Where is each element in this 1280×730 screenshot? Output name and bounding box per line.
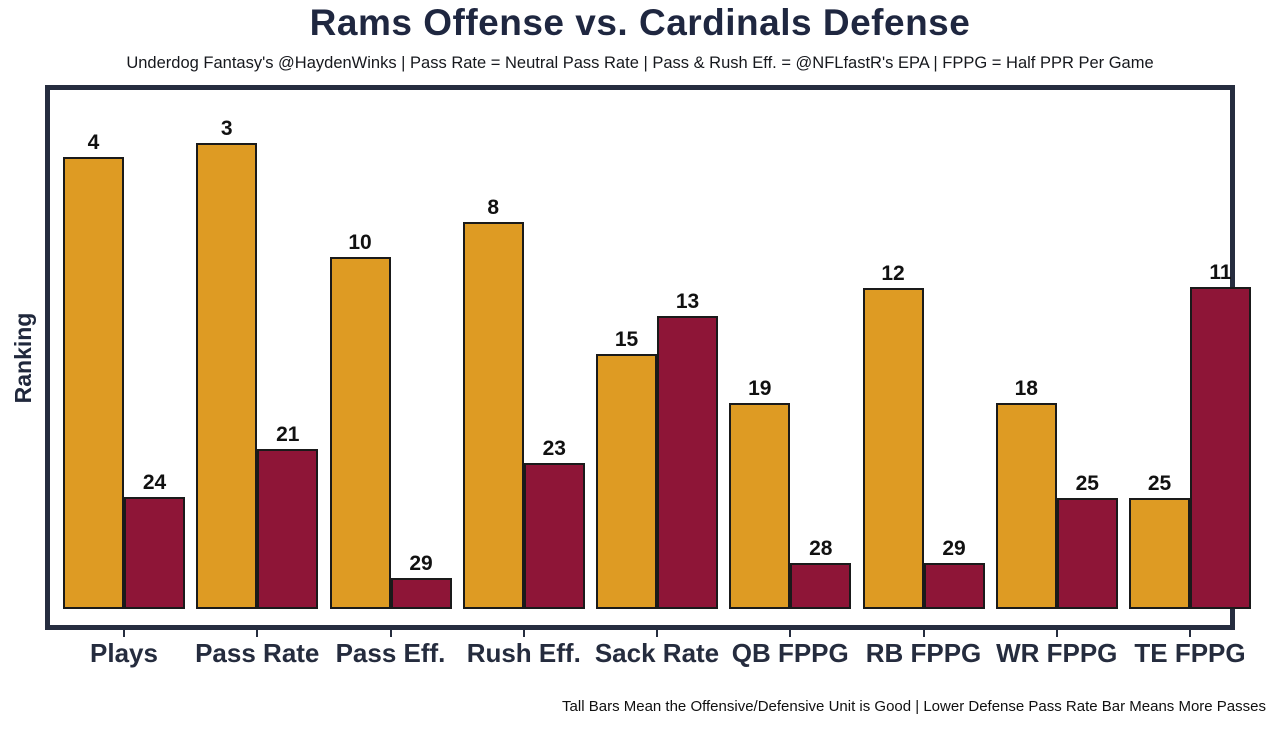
x-axis-tick: [522, 630, 525, 637]
rank-label: 28: [809, 537, 833, 560]
defense-bar: [923, 563, 985, 609]
x-axis-tick: [789, 630, 792, 637]
chart-title: Rams Offense vs. Cardinals Defense: [309, 2, 971, 43]
offense-bar: [729, 403, 791, 609]
offense-bar: [63, 157, 124, 609]
rank-label: 11: [1209, 261, 1232, 284]
category-label: WR FPPG: [996, 638, 1118, 668]
plot-area: 4 24 3 21 10 29 8 23 15 13 19 28 12 29 18 25 25 11: [50, 90, 1251, 625]
offense-bar: [1129, 498, 1190, 609]
category-label: RB FPPG: [865, 638, 982, 668]
defense-bar: [523, 463, 585, 609]
defense-bar: [390, 578, 452, 609]
category-label: QB FPPG: [731, 638, 849, 668]
footer-note: Tall Bars Mean the Offensive/Defensive U…: [562, 698, 1266, 715]
chart-subtitle: Underdog Fantasy's @HaydenWinks | Pass R…: [126, 54, 1154, 72]
category-label: Rush Eff.: [466, 638, 581, 668]
offense-bar: [196, 143, 258, 609]
rank-label: 19: [748, 377, 772, 400]
rank-label: 25: [1075, 472, 1099, 495]
defense-bar: [790, 563, 852, 609]
rank-label: 25: [1147, 472, 1172, 495]
category-label: Plays: [90, 638, 158, 668]
x-axis-tick: [256, 630, 259, 637]
defense-bar: [124, 497, 185, 609]
rank-label: 13: [675, 290, 700, 313]
rank-label: 10: [348, 231, 372, 254]
defense-bar: [657, 316, 718, 609]
x-axis-tick: [123, 630, 125, 637]
rank-label: 23: [542, 437, 566, 460]
rank-label: 29: [409, 552, 433, 575]
x-axis-tick: [1189, 630, 1191, 637]
x-axis-tick: [656, 630, 658, 637]
rank-label: 8: [487, 196, 500, 219]
rank-label: 15: [614, 328, 639, 351]
offense-bar: [995, 403, 1057, 609]
rank-label: 4: [87, 131, 100, 154]
x-axis-tick: [1055, 630, 1058, 637]
x-axis-tick: [389, 630, 392, 637]
defense-bar: [257, 449, 319, 609]
rank-label: 18: [1014, 377, 1038, 400]
defense-bar: [1056, 498, 1118, 609]
rank-label: 24: [142, 471, 167, 494]
y-axis-label: Ranking: [10, 312, 36, 404]
rank-label: 12: [881, 262, 905, 285]
offense-bar: [596, 354, 657, 609]
category-label: TE FPPG: [1134, 638, 1246, 668]
rank-label: 29: [942, 537, 966, 560]
offense-bar: [462, 222, 524, 609]
x-axis-tick: [922, 630, 925, 637]
plot-frame: 4 24 3 21 10 29 8 23 15 13 19 28 12 29 18 25 25 11: [45, 85, 1251, 630]
category-label: Sack Rate: [594, 638, 720, 668]
offense-bar: [329, 257, 391, 609]
category-label: Pass Rate: [195, 638, 320, 668]
rank-label: 3: [220, 117, 233, 140]
offense-bar: [862, 288, 924, 609]
defense-bar: [1190, 287, 1251, 609]
rank-label: 21: [276, 423, 300, 446]
category-label: Pass Eff.: [335, 638, 446, 668]
